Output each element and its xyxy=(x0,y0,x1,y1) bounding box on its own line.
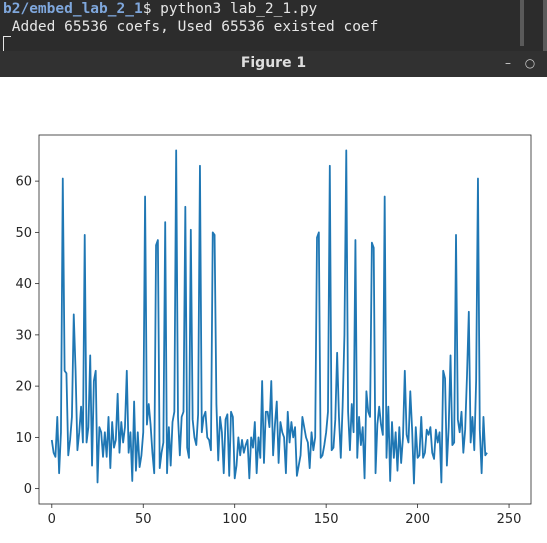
prompt-path: b2/embed_lab_2_1 xyxy=(3,1,143,17)
terminal-output-line: Added 65536 coefs, Used 65536 existed co… xyxy=(3,19,379,35)
terminal-prompt-line: b2/embed_lab_2_1$ python3 lab_2_1.py xyxy=(3,1,317,18)
x-tick-label: 150 xyxy=(314,512,339,527)
terminal-panel[interactable]: b2/embed_lab_2_1$ python3 lab_2_1.py Add… xyxy=(0,0,547,51)
terminal-scrollbar[interactable] xyxy=(520,0,524,46)
axes-frame xyxy=(38,134,532,505)
y-tick-label: 10 xyxy=(15,431,32,446)
terminal-cursor xyxy=(3,36,11,51)
figure-titlebar[interactable]: Figure 1 – ○ xyxy=(0,51,547,77)
y-tick-label: 60 xyxy=(15,175,32,190)
y-tick-label: 40 xyxy=(15,277,32,292)
x-tick-label: 100 xyxy=(222,512,247,527)
x-tick-label: 50 xyxy=(135,512,152,527)
figure-title: Figure 1 xyxy=(240,55,307,71)
terminal-window-edge xyxy=(543,0,547,51)
prompt-symbol: $ xyxy=(142,1,152,17)
y-tick-label: 50 xyxy=(15,226,32,241)
maximize-icon[interactable]: ○ xyxy=(524,56,536,70)
x-tick-label: 250 xyxy=(497,512,522,527)
series-line xyxy=(50,149,488,485)
y-tick-label: 0 xyxy=(24,482,32,497)
y-tick-label: 20 xyxy=(15,380,32,395)
x-tick-label: 200 xyxy=(405,512,430,527)
minimize-icon[interactable]: – xyxy=(505,56,511,70)
x-tick-label: 0 xyxy=(48,512,56,527)
figure-canvas: 0 50 100 150 200 250 0 10 20 30 40 50 60 xyxy=(0,77,547,543)
y-tick-label: 30 xyxy=(15,328,32,343)
line-chart: 0 50 100 150 200 250 0 10 20 30 40 50 60 xyxy=(15,134,532,527)
prompt-command: python3 lab_2_1.py xyxy=(151,1,318,17)
